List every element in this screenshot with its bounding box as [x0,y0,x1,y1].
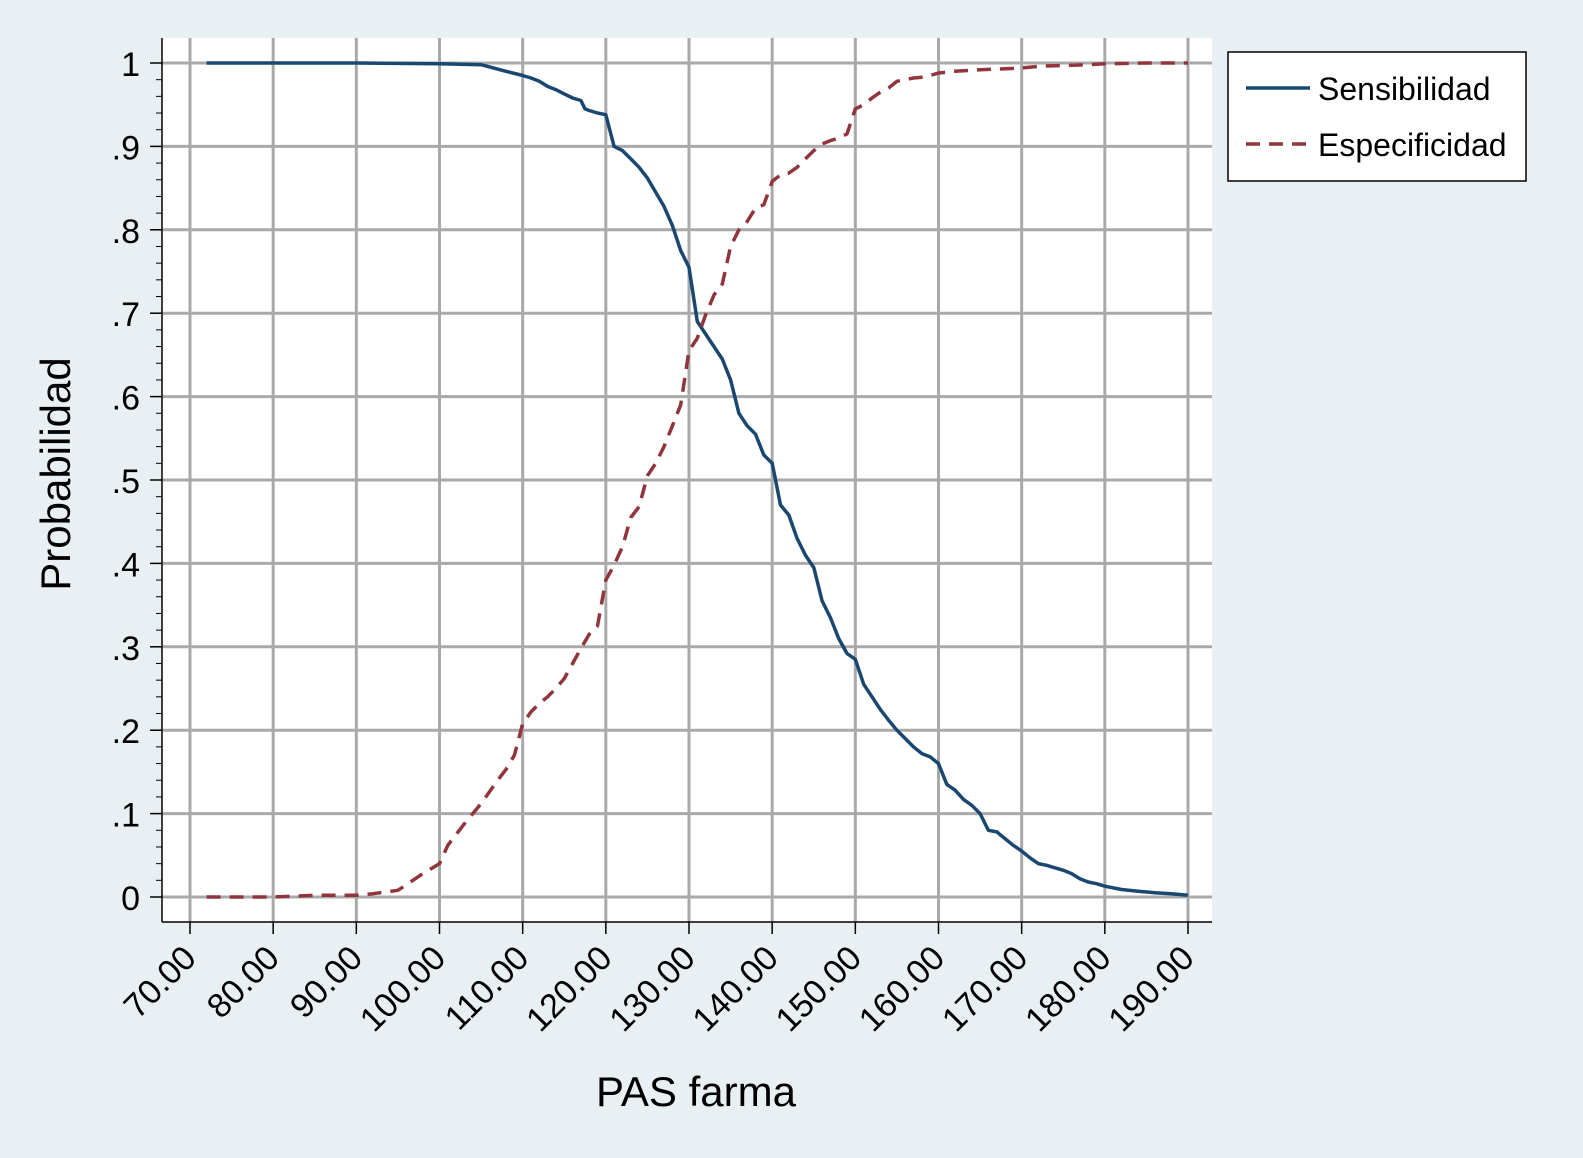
legend-box [1227,51,1527,182]
grid-lines [162,38,1212,922]
x-axis-title: PAS farma [596,1068,797,1115]
series-line-especificidad [206,61,1188,899]
y-tick-label: .3 [112,630,140,668]
y-axis-title: Probabilidad [32,357,79,591]
y-tick-label: .1 [112,797,140,835]
legend: Sensibilidad Especificidad [1227,51,1527,182]
y-tick-label: .9 [112,129,140,167]
y-tick-label: .2 [112,713,140,751]
y-tick-label: .8 [112,213,140,251]
series-line-sensibilidad [206,61,1189,898]
series-layer [206,61,1189,899]
y-tick-label: .7 [112,296,140,334]
legend-label: Especificidad [1318,127,1507,163]
y-tick-label: .4 [112,546,140,584]
y-tick-label: .5 [112,463,140,501]
y-tick-label: 1 [121,46,140,84]
y-tick-label: .6 [112,380,140,418]
y-tick-label: 0 [121,880,140,918]
legend-label: Sensibilidad [1318,71,1491,107]
